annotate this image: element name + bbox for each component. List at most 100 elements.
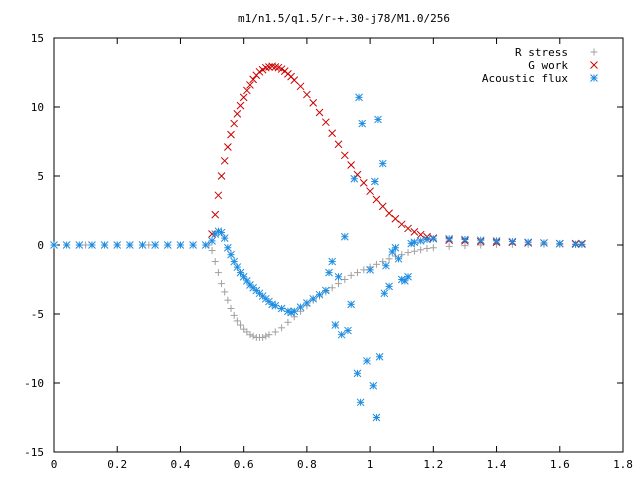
data-point bbox=[423, 244, 431, 252]
data-point bbox=[353, 369, 362, 378]
data-point bbox=[218, 280, 226, 288]
data-point bbox=[242, 277, 251, 285]
data-point bbox=[341, 276, 349, 283]
data-point bbox=[322, 118, 330, 127]
data-point bbox=[236, 268, 245, 277]
data-point bbox=[385, 209, 393, 218]
legend-label: Acoustic flux bbox=[482, 72, 568, 85]
data-point bbox=[394, 254, 403, 263]
data-point bbox=[265, 63, 273, 71]
data-point bbox=[404, 224, 412, 233]
data-point bbox=[370, 177, 379, 186]
data-point bbox=[388, 248, 397, 256]
data-point bbox=[445, 234, 453, 243]
data-point bbox=[417, 246, 425, 254]
data-point bbox=[75, 241, 84, 249]
data-point bbox=[126, 241, 134, 249]
data-point bbox=[429, 234, 438, 243]
data-point bbox=[296, 82, 305, 91]
data-point bbox=[508, 237, 517, 246]
data-point bbox=[391, 214, 400, 223]
data-point bbox=[237, 321, 245, 329]
data-point bbox=[230, 257, 239, 266]
data-point bbox=[461, 242, 469, 250]
data-point bbox=[366, 187, 374, 196]
data-point bbox=[176, 241, 185, 249]
data-point bbox=[309, 294, 318, 303]
x-tick-label: 1.6 bbox=[550, 458, 570, 471]
data-point bbox=[278, 324, 286, 332]
data-point bbox=[363, 357, 371, 365]
data-point bbox=[397, 220, 406, 229]
y-tick-label: 15 bbox=[31, 32, 44, 45]
legend-marker bbox=[590, 48, 598, 56]
data-point bbox=[163, 241, 172, 249]
data-point bbox=[214, 191, 223, 200]
data-point bbox=[398, 251, 406, 259]
data-point bbox=[249, 332, 257, 340]
data-point bbox=[410, 228, 419, 236]
legend-label: G work bbox=[528, 59, 568, 72]
data-point bbox=[242, 86, 251, 95]
data-point bbox=[359, 179, 368, 187]
data-point bbox=[284, 318, 292, 326]
data-point bbox=[88, 241, 96, 249]
data-point bbox=[208, 237, 216, 245]
data-point bbox=[233, 110, 242, 118]
data-point bbox=[236, 101, 245, 110]
data-point bbox=[416, 237, 425, 245]
data-point bbox=[347, 161, 355, 169]
data-point bbox=[476, 236, 485, 245]
data-point bbox=[382, 261, 390, 270]
data-point bbox=[461, 235, 469, 244]
data-point bbox=[290, 307, 299, 316]
data-point bbox=[227, 304, 235, 312]
data-point bbox=[374, 115, 382, 124]
series-acoustic-flux bbox=[50, 93, 586, 422]
series-g-work bbox=[208, 62, 586, 248]
data-point bbox=[325, 268, 333, 277]
data-point bbox=[385, 282, 393, 291]
data-point bbox=[401, 277, 409, 285]
data-point bbox=[262, 332, 270, 340]
data-point bbox=[540, 239, 548, 247]
data-point bbox=[214, 269, 222, 277]
data-point bbox=[372, 413, 381, 422]
data-point bbox=[113, 241, 122, 249]
data-point bbox=[385, 255, 393, 263]
data-point bbox=[259, 333, 267, 341]
data-point bbox=[217, 228, 226, 237]
data-point bbox=[334, 140, 343, 149]
data-point bbox=[230, 119, 239, 128]
x-tick-label: 1 bbox=[367, 458, 374, 471]
data-point bbox=[355, 93, 363, 102]
data-point bbox=[353, 269, 361, 277]
data-point bbox=[416, 230, 425, 239]
data-point bbox=[404, 249, 412, 257]
data-point bbox=[429, 244, 437, 252]
data-point bbox=[372, 260, 380, 268]
data-point bbox=[246, 81, 254, 89]
x-tick-label: 0.2 bbox=[107, 458, 127, 471]
data-point bbox=[271, 63, 280, 71]
data-point bbox=[379, 258, 387, 266]
x-tick-label: 1.2 bbox=[423, 458, 443, 471]
data-point bbox=[423, 235, 431, 244]
tick-labels: 0 0.2 0.4 0.6 0.8 1 1.2 1.4 1.6 1.8 15 10 5 0 -5 -10 -15 bbox=[24, 32, 633, 471]
data-point bbox=[296, 303, 305, 311]
data-point bbox=[378, 159, 387, 168]
data-point bbox=[239, 93, 248, 102]
data-point bbox=[340, 232, 349, 241]
data-point bbox=[151, 241, 160, 249]
data-point bbox=[246, 331, 254, 339]
data-point bbox=[571, 240, 580, 249]
data-point bbox=[328, 284, 336, 292]
series-layer bbox=[50, 62, 586, 422]
data-point bbox=[261, 63, 270, 72]
data-point bbox=[277, 304, 286, 313]
data-point bbox=[410, 238, 419, 247]
data-point bbox=[492, 237, 501, 245]
data-point bbox=[82, 241, 90, 249]
data-point bbox=[353, 170, 362, 179]
data-point bbox=[328, 257, 337, 266]
